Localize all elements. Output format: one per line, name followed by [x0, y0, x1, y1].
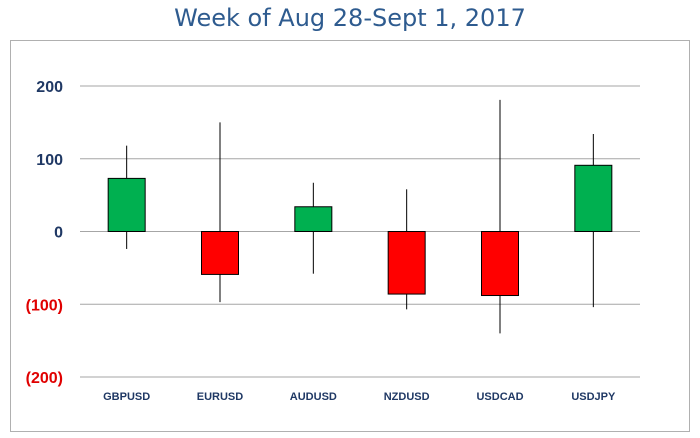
x-tick-label: EURUSD — [197, 391, 244, 403]
x-tick-label: USDJPY — [571, 391, 616, 403]
candle-body — [481, 231, 519, 297]
y-tick-label: (100) — [26, 297, 63, 314]
y-tick-label: 100 — [36, 152, 63, 169]
x-tick-label: AUDUSD — [290, 391, 337, 403]
candle-body — [107, 177, 146, 232]
candle-body — [201, 231, 239, 275]
x-tick-label: GBPUSD — [103, 391, 150, 403]
candle-body — [387, 231, 426, 295]
y-tick-label: 0 — [54, 225, 63, 242]
y-tick-label: (200) — [26, 370, 63, 387]
y-tick-label: 200 — [36, 79, 63, 96]
chart-frame — [10, 40, 690, 432]
candle-body — [294, 206, 333, 232]
chart-title: Week of Aug 28-Sept 1, 2017 — [174, 4, 526, 32]
x-tick-label: NZDUSD — [384, 391, 430, 403]
x-tick-label: USDCAD — [476, 391, 523, 403]
candle-body — [574, 164, 613, 232]
